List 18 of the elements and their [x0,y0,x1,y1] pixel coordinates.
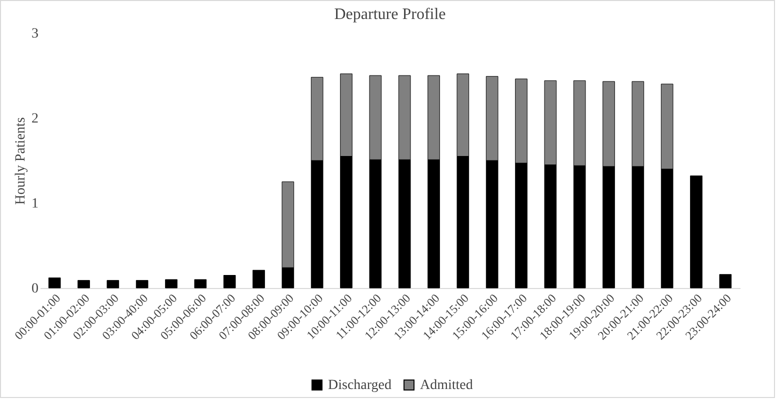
bar [252,270,265,288]
legend-label: Admitted [420,378,473,393]
bar [48,278,61,288]
bar [194,279,207,288]
bar [719,274,732,288]
y-tick-label: 0 [32,282,38,296]
legend-label: Discharged [328,378,392,393]
y-axis-title: Hourly Patients [14,117,28,205]
bar [136,280,148,288]
chart-title: Departure Profile [334,6,446,23]
bar [690,176,702,288]
bar [78,280,90,288]
bar [165,279,178,288]
y-tick-label: 2 [32,112,38,126]
y-tick-label: 1 [32,196,38,212]
bar [223,275,236,288]
y-tick-label: 3 [32,26,38,42]
bar [106,280,120,288]
